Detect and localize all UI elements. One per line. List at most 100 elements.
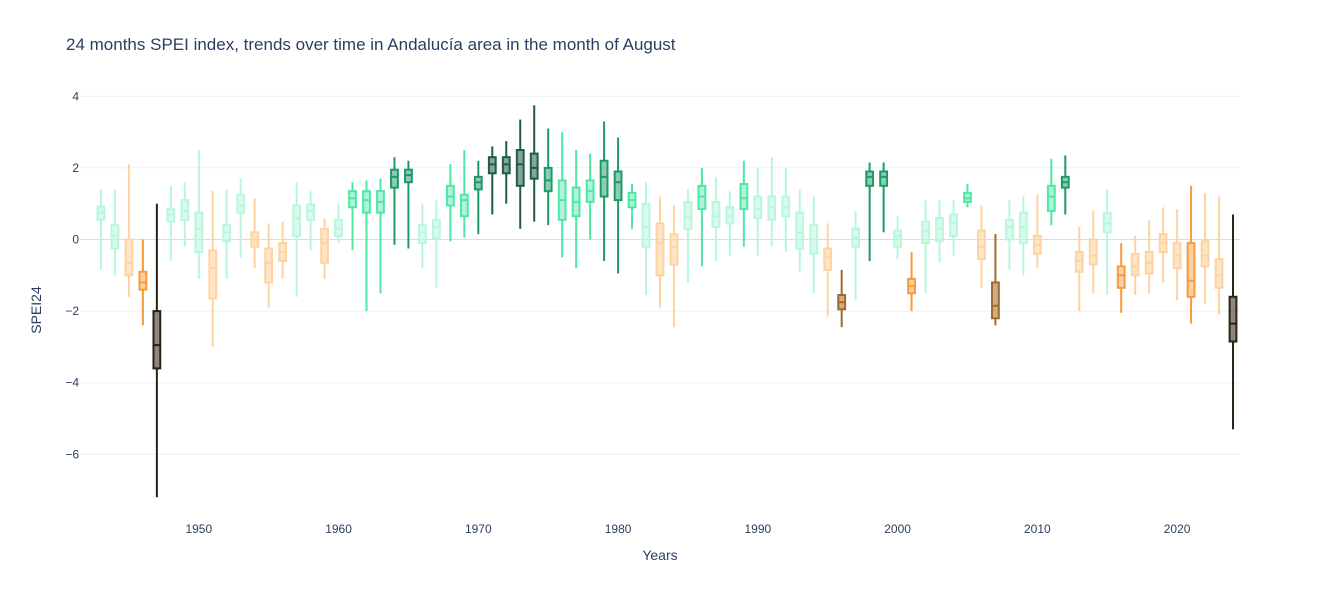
y-tick-label: 4 (72, 89, 79, 103)
box-1944 (110, 189, 120, 276)
box-1961 (348, 182, 357, 251)
box-1951 (208, 191, 218, 347)
box-2005 (963, 184, 972, 208)
box-1988 (725, 191, 735, 256)
box-1987 (711, 176, 721, 261)
box-1972 (501, 141, 511, 204)
box-body (264, 247, 274, 284)
x-tick-label: 1990 (744, 522, 771, 536)
box-1990 (753, 167, 763, 256)
box-body (1200, 240, 1210, 268)
y-tick-label: 2 (72, 161, 79, 175)
box-1973 (515, 119, 525, 229)
box-body (599, 159, 609, 198)
box-1945 (124, 164, 134, 297)
box-2003 (935, 200, 944, 263)
box-2024 (1228, 214, 1238, 430)
box-body (655, 222, 665, 277)
y-tick-label: −6 (65, 447, 79, 461)
box-1956 (278, 221, 288, 279)
box-body (865, 170, 875, 187)
box-body (669, 233, 679, 266)
box-1986 (697, 167, 707, 267)
box-2012 (1060, 155, 1070, 215)
box-body (194, 211, 204, 254)
box-body (1130, 252, 1140, 277)
box-1978 (585, 153, 595, 240)
box-body (1116, 265, 1126, 289)
box-body (138, 270, 148, 291)
box-1982 (641, 182, 651, 295)
box-body (390, 168, 399, 189)
box-1949 (180, 182, 190, 247)
box-body (431, 218, 441, 239)
box-2023 (1214, 196, 1224, 315)
box-body (418, 224, 427, 245)
box-2017 (1130, 235, 1140, 295)
box-1998 (865, 162, 875, 261)
box-body (739, 183, 749, 211)
box-1995 (823, 223, 833, 317)
box-2010 (1032, 194, 1042, 269)
box-body (529, 152, 539, 180)
box-body (1088, 238, 1098, 266)
box-2020 (1172, 209, 1182, 301)
box-1997 (851, 210, 861, 301)
box-2001 (907, 252, 916, 312)
y-tick-label: −2 (65, 304, 79, 318)
box-1979 (599, 121, 609, 261)
x-axis-title: Years (642, 547, 677, 563)
box-1981 (627, 184, 637, 229)
box-1989 (739, 160, 749, 247)
box-1976 (557, 132, 567, 258)
box-body (879, 170, 889, 187)
box-1957 (292, 182, 302, 297)
box-2019 (1158, 207, 1168, 283)
chart-title: 24 months SPEI index, trends over time i… (66, 35, 676, 54)
x-tick-label: 1970 (465, 522, 492, 536)
box-1992 (781, 167, 791, 253)
box-body (823, 247, 833, 271)
box-1974 (529, 105, 539, 222)
box-2006 (977, 205, 986, 288)
box-2008 (1004, 200, 1014, 270)
box-1947 (152, 203, 162, 498)
box-body (613, 170, 623, 202)
box-body (1228, 295, 1238, 343)
box-2015 (1102, 189, 1112, 295)
box-series (96, 105, 1238, 498)
box-body (515, 149, 525, 187)
box-1948 (166, 185, 176, 261)
box-1954 (250, 198, 260, 269)
box-body (795, 211, 805, 250)
box-body (1214, 258, 1224, 289)
box-1962 (362, 180, 371, 312)
box-body (921, 220, 930, 245)
box-1993 (795, 189, 805, 272)
box-1955 (264, 223, 274, 308)
box-1980 (613, 137, 623, 274)
box-2021 (1186, 185, 1196, 324)
box-1943 (96, 189, 106, 270)
box-body (711, 200, 721, 228)
box-2016 (1116, 243, 1126, 313)
box-body (124, 238, 134, 277)
box-body (459, 193, 469, 218)
box-2018 (1144, 219, 1154, 294)
box-2000 (893, 216, 902, 260)
x-tick-label: 2010 (1024, 522, 1051, 536)
box-1967 (431, 200, 441, 288)
box-2014 (1088, 210, 1098, 294)
box-2007 (991, 234, 1000, 326)
box-1983 (655, 196, 665, 308)
box-1999 (879, 162, 889, 233)
box-body (949, 213, 958, 237)
box-1984 (669, 205, 679, 328)
box-1963 (376, 178, 385, 294)
box-1965 (404, 160, 413, 249)
box-body (991, 281, 1000, 320)
box-1975 (543, 128, 553, 226)
box-body (208, 249, 218, 300)
box-body (152, 310, 162, 370)
